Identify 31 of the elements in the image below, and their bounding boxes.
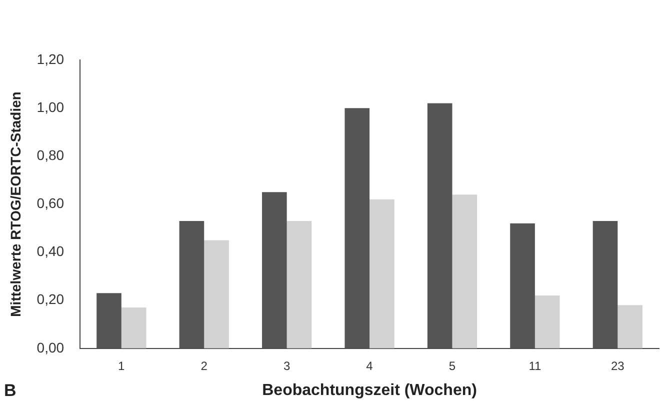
y-tick-label: 1,20 [36, 50, 64, 67]
x-axis-title: Beobachtungszeit (Wochen) [262, 382, 477, 399]
text: B [4, 381, 16, 401]
x-tick-label: 1 [118, 358, 126, 373]
x-tick-label: 2 [200, 358, 208, 373]
bar [592, 221, 618, 348]
y-tick-label: 1,00 [36, 98, 64, 115]
bar [286, 221, 312, 348]
bar [121, 308, 146, 348]
x-tick-label: 4 [366, 358, 374, 373]
x-tick-label: 11 [528, 358, 542, 373]
x-tick-label: 5 [448, 358, 456, 373]
bar [96, 293, 122, 348]
y-tick-label: 0,80 [36, 146, 64, 163]
bar [534, 296, 560, 348]
bar [618, 305, 642, 348]
bar [344, 108, 370, 348]
bar [452, 194, 478, 348]
y-axis-title: Mittelwerte RTOG/EORTC-Stadien [7, 92, 24, 317]
bar [179, 221, 204, 348]
bar [427, 103, 452, 348]
bar [510, 223, 535, 348]
y-tick-label: 0,60 [36, 195, 64, 212]
y-tick-label: 0,00 [36, 339, 64, 356]
x-tick-label: 23 [610, 358, 625, 373]
bar [262, 192, 287, 348]
bar [370, 199, 394, 348]
y-tick-label: 0,40 [36, 243, 64, 260]
x-tick-label: 3 [283, 358, 290, 373]
bar [204, 240, 229, 348]
y-tick-label: 0,20 [36, 291, 64, 308]
